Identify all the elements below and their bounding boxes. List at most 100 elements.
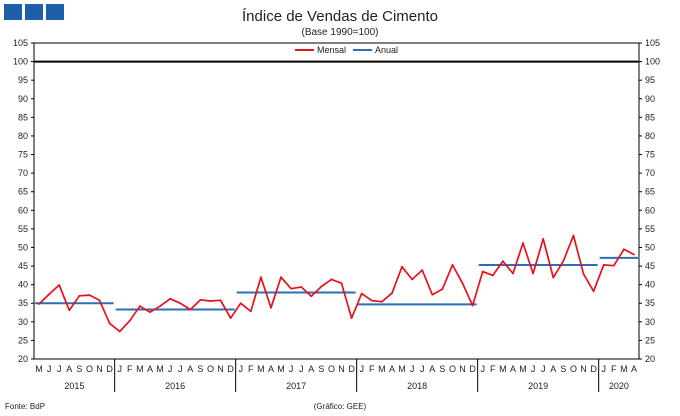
month-tick-label: S: [76, 364, 82, 374]
monthly-data-point: [491, 274, 494, 277]
month-tick-label: A: [389, 364, 395, 374]
y-tick-label-right: 30: [645, 317, 655, 327]
monthly-data-point: [471, 304, 474, 307]
month-tick-label: F: [490, 364, 496, 374]
monthly-data-point: [532, 272, 535, 275]
y-tick-label-left: 85: [18, 112, 28, 122]
month-tick-label: J: [420, 364, 425, 374]
monthly-data-point: [552, 276, 555, 279]
monthly-data-point: [48, 293, 51, 296]
month-tick-label: D: [469, 364, 476, 374]
year-label: 2016: [165, 381, 185, 391]
month-tick-label: M: [398, 364, 406, 374]
y-tick-label-left: 100: [13, 57, 28, 67]
monthly-data-point: [501, 260, 504, 263]
y-tick-label-right: 40: [645, 280, 655, 290]
y-tick-label-right: 95: [645, 75, 655, 85]
chart-subtitle: (Base 1990=100): [301, 27, 378, 38]
monthly-data-point: [68, 309, 71, 312]
month-tick-label: J: [299, 364, 304, 374]
monthly-data-point: [633, 253, 635, 256]
month-tick-label: M: [499, 364, 507, 374]
month-tick-label: A: [510, 364, 516, 374]
y-tick-label-left: 50: [18, 242, 28, 252]
month-tick-label: J: [238, 364, 243, 374]
logo-square: [46, 4, 64, 20]
monthly-data-point: [370, 299, 373, 302]
monthly-data-point: [451, 264, 454, 266]
year-label: 2019: [528, 381, 548, 391]
monthly-data-point: [582, 272, 585, 275]
month-tick-label: F: [611, 364, 617, 374]
month-tick-label: F: [248, 364, 254, 374]
monthly-data-point: [411, 278, 414, 281]
plot-border: [33, 42, 640, 360]
y-tick-label-right: 75: [645, 150, 655, 160]
month-tick-label: A: [66, 364, 72, 374]
monthly-series-line: [38, 234, 635, 333]
monthly-data-point: [602, 264, 605, 266]
monthly-data-point: [461, 282, 464, 285]
y-tick-label-left: 95: [18, 75, 28, 85]
year-label: 2017: [286, 381, 306, 391]
monthly-data-point: [431, 293, 434, 296]
monthly-data-point: [592, 290, 595, 293]
month-tick-label: N: [96, 364, 103, 374]
month-tick-label: J: [117, 364, 122, 374]
monthly-data-point: [481, 270, 484, 273]
legend-label-mensal: Mensal: [317, 45, 346, 55]
month-tick-label: A: [631, 364, 637, 374]
chart-title: Índice de Vendas de Cimento: [242, 8, 438, 25]
monthly-data-point: [320, 285, 323, 288]
month-tick-label: J: [359, 364, 364, 374]
y-tick-label-right: 80: [645, 131, 655, 141]
y-tick-label-right: 60: [645, 205, 655, 215]
monthly-data-point: [219, 299, 222, 302]
monthly-data-point: [401, 265, 403, 268]
y-tick-label-left: 65: [18, 187, 28, 197]
monthly-data-point: [179, 302, 182, 305]
month-tick-label: A: [308, 364, 314, 374]
monthly-data-point: [128, 319, 131, 322]
monthly-data-point: [310, 295, 313, 298]
monthly-data-point: [421, 269, 424, 272]
month-tick-label: S: [318, 364, 324, 374]
y-tick-label-left: 45: [18, 261, 28, 271]
month-tick-label: F: [127, 364, 133, 374]
monthly-data-point: [209, 300, 212, 302]
month-tick-label: D: [227, 364, 234, 374]
monthly-data-point: [239, 302, 242, 305]
monthly-data-point: [612, 264, 615, 267]
month-tick-label: D: [590, 364, 597, 374]
month-tick-label: J: [47, 364, 52, 374]
monthly-data-point: [249, 310, 252, 313]
month-tick-label: M: [136, 364, 144, 374]
month-tick-label: M: [35, 364, 43, 374]
y-tick-label-right: 85: [645, 112, 655, 122]
month-tick-label: M: [620, 364, 628, 374]
y-tick-label-left: 40: [18, 280, 28, 290]
monthly-data-point: [169, 297, 172, 300]
y-tick-label-left: 20: [18, 354, 28, 364]
y-tick-label-right: 100: [645, 57, 660, 67]
month-tick-label: D: [106, 364, 113, 374]
monthly-data-point: [441, 288, 444, 291]
monthly-data-point: [98, 299, 101, 302]
monthly-data-point: [330, 278, 333, 281]
year-label: 2020: [609, 381, 629, 391]
month-tick-label: J: [410, 364, 415, 374]
y-tick-label-right: 105: [645, 38, 660, 48]
legend-label-anual: Anual: [375, 45, 398, 55]
y-tick-label-left: 70: [18, 168, 28, 178]
monthly-data-point: [38, 303, 40, 305]
month-tick-label: M: [519, 364, 527, 374]
month-tick-label: O: [207, 364, 214, 374]
monthly-data-point: [572, 234, 575, 237]
monthly-data-point: [300, 285, 303, 288]
month-tick-label: A: [429, 364, 435, 374]
year-label: 2018: [407, 381, 427, 391]
month-tick-label: M: [378, 364, 386, 374]
y-tick-label-left: 90: [18, 94, 28, 104]
